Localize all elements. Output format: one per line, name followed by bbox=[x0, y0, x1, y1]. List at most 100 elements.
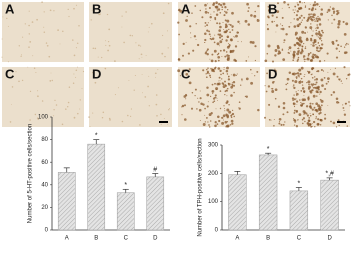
cell-speck bbox=[188, 81, 192, 85]
cell-speck bbox=[311, 34, 314, 37]
cell-speck bbox=[310, 106, 313, 110]
cell-speck bbox=[184, 4, 186, 7]
cell-speck bbox=[301, 80, 304, 83]
cell-speck bbox=[311, 89, 314, 92]
cell-speck bbox=[338, 10, 340, 12]
cell-speck bbox=[35, 71, 37, 74]
cell-speck bbox=[274, 49, 278, 52]
cell-speck bbox=[220, 4, 223, 7]
cell-speck bbox=[226, 87, 229, 90]
cell-speck bbox=[33, 67, 36, 70]
cell-speck bbox=[154, 72, 157, 75]
cell-speck bbox=[161, 52, 164, 55]
micrograph bbox=[178, 2, 260, 62]
cell-speck bbox=[183, 118, 187, 121]
cell-speck bbox=[277, 2, 279, 5]
cell-speck bbox=[292, 53, 296, 57]
cell-speck bbox=[216, 8, 218, 10]
cell-speck bbox=[198, 101, 200, 103]
cell-speck bbox=[139, 124, 141, 126]
cell-speck bbox=[293, 98, 296, 101]
cell-speck bbox=[330, 120, 332, 123]
cell-speck bbox=[317, 69, 320, 73]
scale-bar bbox=[159, 121, 168, 123]
cell-speck bbox=[301, 19, 303, 21]
cell-speck bbox=[313, 106, 316, 109]
cell-speck bbox=[324, 117, 327, 120]
cell-speck bbox=[195, 38, 197, 40]
cell-speck bbox=[127, 114, 129, 117]
cell-speck bbox=[249, 40, 253, 44]
cell-speck bbox=[211, 37, 215, 40]
cell-speck bbox=[228, 110, 232, 114]
cell-speck bbox=[267, 85, 271, 88]
cell-speck bbox=[274, 69, 277, 73]
cell-speck bbox=[345, 42, 348, 45]
cell-speck bbox=[316, 20, 318, 22]
cell-speck bbox=[227, 9, 229, 11]
bar bbox=[258, 154, 278, 231]
cell-speck bbox=[37, 90, 39, 92]
cell-speck bbox=[316, 35, 318, 37]
cell-speck bbox=[314, 27, 316, 29]
cell-speck bbox=[314, 1, 316, 4]
cell-speck bbox=[308, 7, 311, 11]
cell-speck bbox=[277, 52, 280, 55]
cell-speck bbox=[320, 68, 323, 72]
cell-speck bbox=[217, 55, 221, 59]
cell-speck bbox=[334, 67, 336, 69]
cell-speck bbox=[306, 57, 308, 59]
cell-speck bbox=[320, 104, 322, 106]
cell-speck bbox=[310, 13, 312, 15]
cell-speck bbox=[278, 117, 282, 121]
cell-speck bbox=[317, 104, 321, 108]
cell-speck bbox=[201, 16, 204, 19]
cell-speck bbox=[316, 91, 319, 94]
cell-speck bbox=[303, 102, 305, 105]
cell-speck bbox=[309, 114, 312, 117]
x-tick-label: D bbox=[327, 236, 332, 242]
cell-speck bbox=[299, 99, 301, 101]
cell-speck bbox=[264, 116, 266, 119]
cell-speck bbox=[206, 86, 209, 89]
cell-speck bbox=[331, 7, 335, 11]
cell-speck bbox=[268, 16, 270, 19]
cell-speck bbox=[205, 8, 207, 10]
cell-speck bbox=[285, 88, 288, 91]
cell-speck bbox=[209, 58, 211, 60]
cell-speck bbox=[221, 121, 225, 125]
cell-speck bbox=[302, 117, 306, 120]
cell-speck bbox=[283, 1, 286, 4]
cell-speck bbox=[330, 93, 333, 96]
cell-speck bbox=[345, 44, 347, 46]
cell-speck bbox=[221, 6, 224, 8]
cell-speck bbox=[337, 119, 340, 122]
cell-speck bbox=[288, 25, 291, 28]
cell-speck bbox=[29, 119, 31, 121]
cell-speck bbox=[281, 27, 285, 31]
cell-speck bbox=[298, 0, 302, 4]
cell-speck bbox=[276, 44, 280, 48]
cell-speck bbox=[332, 91, 336, 94]
cell-speck bbox=[216, 82, 220, 86]
cell-speck bbox=[197, 97, 199, 99]
cell-speck bbox=[204, 114, 206, 116]
y-tick-label: 300 bbox=[208, 143, 219, 149]
cell-speck bbox=[214, 66, 217, 69]
cell-speck bbox=[204, 32, 207, 36]
cell-speck bbox=[210, 13, 212, 15]
cell-speck bbox=[319, 47, 322, 50]
cell-speck bbox=[281, 49, 284, 51]
cell-speck bbox=[315, 17, 318, 20]
cell-speck bbox=[253, 14, 257, 18]
cell-speck bbox=[327, 19, 329, 21]
cell-speck bbox=[114, 94, 116, 96]
cell-speck bbox=[301, 48, 304, 51]
cell-speck bbox=[219, 107, 222, 110]
cell-speck bbox=[164, 55, 166, 58]
cell-speck bbox=[167, 47, 169, 49]
cell-speck bbox=[325, 82, 328, 85]
cell-speck bbox=[349, 105, 351, 107]
cell-speck bbox=[75, 4, 78, 6]
cell-speck bbox=[49, 9, 52, 12]
